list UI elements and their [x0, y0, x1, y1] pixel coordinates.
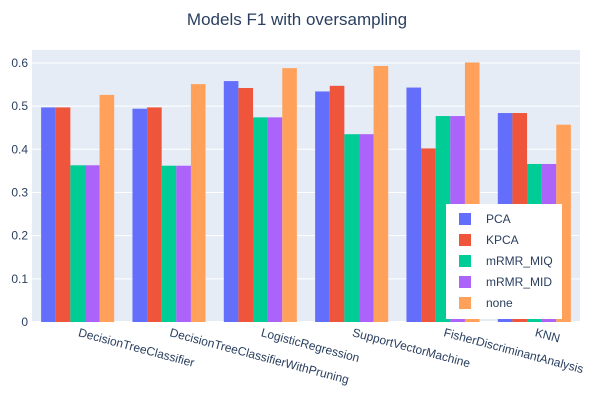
y-tick-label: 0.1 [11, 272, 28, 286]
bar-pca-1 [132, 108, 148, 322]
legend-label-none[interactable]: none [486, 296, 513, 310]
y-tick-label: 0.3 [11, 185, 28, 199]
y-tick-label: 0.4 [11, 142, 28, 156]
grid-lines [32, 62, 580, 323]
bar-mrmr-miq-0 [70, 165, 85, 322]
bar-kpca-1 [147, 107, 162, 322]
bar-pca-2 [223, 81, 239, 322]
x-tick-label: KNN [534, 325, 562, 345]
bar-mrmr-mid-3 [358, 134, 374, 322]
y-tick-label: 0.5 [11, 99, 28, 113]
y-tick-label: 0 [21, 315, 28, 329]
bar-mrmr-mid-1 [176, 165, 191, 322]
legend-label-mrmr-mid[interactable]: mRMR_MID [486, 275, 552, 289]
chart-title: Models F1 with oversampling [187, 10, 407, 29]
legend-label-kpca[interactable]: KPCA [486, 233, 519, 247]
bar-mrmr-mid-2 [267, 117, 283, 322]
bar-kpca-2 [238, 87, 254, 322]
y-axis: 0 0.1 0.2 0.3 0.4 0.5 0.6 [11, 56, 28, 329]
bar-mrmr-miq-3 [344, 134, 359, 322]
bar-mrmr-miq-2 [253, 117, 268, 322]
bar-kpca-0 [55, 107, 71, 322]
bar-pca-0 [41, 107, 56, 322]
y-tick-label: 0.2 [11, 229, 28, 243]
y-tick-label: 0.6 [11, 56, 28, 70]
bar-kpca-4 [421, 148, 436, 322]
bar-mrmr-miq-1 [161, 165, 177, 322]
bar-none-0 [99, 94, 115, 323]
legend-swatch-mrmr-mid[interactable] [459, 276, 471, 288]
legend-swatch-mrmr-miq[interactable] [459, 255, 471, 267]
x-axis: DecisionTreeClassifierDecisionTreeClassi… [77, 325, 585, 386]
bar-none-2 [282, 68, 297, 322]
bar-kpca-3 [329, 85, 345, 322]
legend-swatch-kpca[interactable] [459, 234, 471, 246]
legend-label-pca[interactable]: PCA [486, 212, 511, 226]
bar-none-1 [190, 84, 206, 322]
bar-pca-4 [406, 87, 422, 322]
legend-label-mrmr-miq[interactable]: mRMR_MIQ [486, 254, 553, 268]
bar-mrmr-mid-0 [84, 165, 100, 322]
legend-swatch-pca[interactable] [459, 213, 471, 225]
bar-pca-3 [315, 91, 330, 322]
legend-swatch-none[interactable] [459, 297, 471, 309]
bar-none-3 [373, 65, 389, 322]
